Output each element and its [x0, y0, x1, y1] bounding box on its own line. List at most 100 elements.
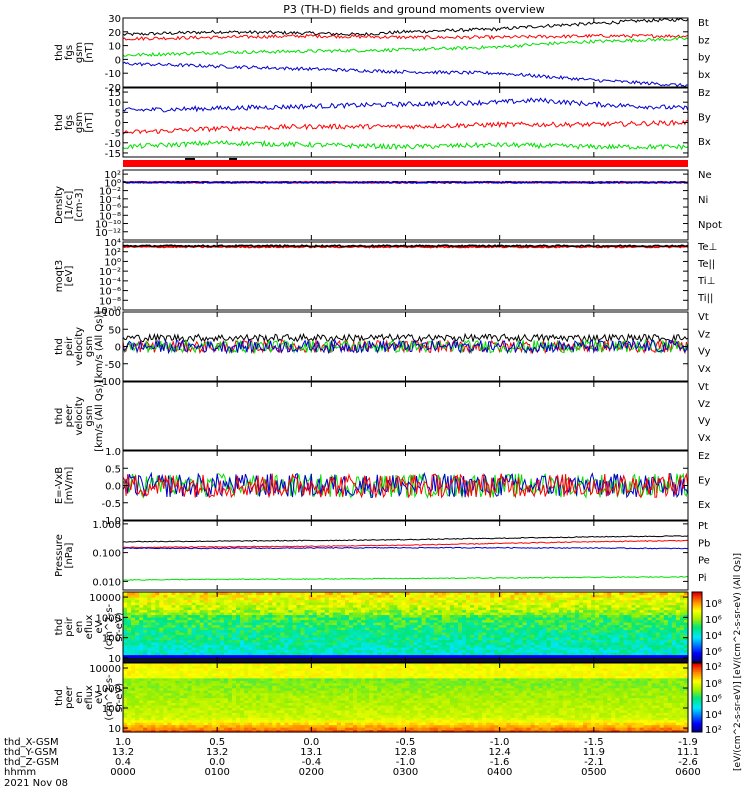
spectrogram-cell	[510, 654, 516, 658]
spectrogram-cell	[659, 644, 665, 648]
spectrogram-cell	[215, 614, 221, 618]
spectrogram-cell	[236, 647, 241, 651]
spectrogram-cell	[369, 632, 374, 636]
spectrogram-cell	[659, 612, 665, 616]
spectrogram-cell	[558, 634, 564, 638]
spectrogram-cell	[462, 654, 467, 658]
spectrogram-cell	[546, 592, 552, 596]
spectrogram-cell	[123, 704, 128, 708]
series-line-blue	[122, 338, 689, 355]
spectrogram-cell	[187, 722, 193, 726]
spectrogram-cell	[203, 602, 209, 606]
spectrogram-cell	[583, 599, 588, 603]
spectrogram-cell	[627, 622, 633, 626]
spectrogram-cell	[534, 602, 540, 606]
spectrogram-cell	[304, 647, 310, 651]
spectrogram-cell	[215, 665, 221, 669]
spectrogram-cell	[679, 602, 685, 606]
spectrogram-cell	[207, 632, 213, 636]
spectrogram-cell	[534, 612, 540, 616]
spectrogram-cell	[123, 652, 128, 656]
spectrogram-cell	[514, 629, 520, 633]
spectrogram-cell	[191, 644, 197, 648]
y-tick-label: -20	[105, 83, 121, 94]
spectrogram-cell	[538, 614, 544, 618]
spectrogram-cell	[211, 722, 217, 726]
spectrogram-cell	[223, 627, 229, 631]
spectrogram-cell	[159, 622, 164, 626]
spectrogram-cell	[603, 659, 608, 663]
spectrogram-cell	[183, 709, 189, 713]
spectrogram-cell	[280, 632, 286, 636]
spectrogram-cell	[470, 652, 475, 656]
spectrogram-cell	[615, 599, 620, 603]
spectrogram-cell	[417, 614, 423, 618]
spectrogram-cell	[147, 685, 152, 689]
spectrogram-cell	[236, 642, 241, 646]
spectrogram-cell	[357, 599, 362, 603]
spectrogram-cell	[179, 602, 185, 606]
spectrogram-cell	[457, 599, 463, 603]
spectrogram-cell	[647, 614, 653, 618]
spectrogram-cell	[332, 602, 338, 606]
spectrogram-cell	[462, 614, 467, 618]
spectrogram-cell	[558, 654, 564, 658]
spectrogram-cell	[276, 637, 281, 641]
spectrogram-cell	[344, 654, 350, 658]
spectrogram-cell	[179, 729, 185, 733]
spectrogram-cell	[518, 592, 524, 596]
spectrogram-cell	[300, 652, 306, 656]
spectrogram-cell	[223, 644, 229, 648]
spectrogram-cell	[377, 604, 382, 608]
y-axis-label: [cm-3]	[74, 188, 85, 221]
spectrogram-cell	[207, 727, 213, 731]
spectrogram-cell	[139, 614, 144, 618]
spectrogram-cell	[441, 652, 447, 656]
spectrogram-cell	[284, 609, 290, 613]
spectrogram-cell	[498, 652, 503, 656]
spectrogram-cell	[171, 597, 177, 601]
spectrogram-cell	[583, 659, 588, 663]
spectrogram-cell	[252, 602, 257, 606]
spectrogram-cell	[207, 704, 213, 708]
spectrogram-cell	[381, 644, 386, 648]
spectrogram-cell	[284, 637, 290, 641]
spectrogram-cell	[340, 629, 346, 633]
spectrogram-cell	[215, 702, 221, 706]
spectrogram-cell	[373, 644, 378, 648]
spectrogram-cell	[498, 659, 503, 663]
spectrogram-cell	[131, 592, 136, 596]
spectrogram-cell	[252, 614, 257, 618]
spectrogram-cell	[199, 675, 205, 679]
spectrogram-cell	[191, 614, 197, 618]
spectrogram-cell	[510, 622, 516, 626]
spectrogram-cell	[159, 647, 164, 651]
spectrogram-cell	[651, 629, 657, 633]
spectrogram-cell	[615, 612, 620, 616]
spectrogram-cell	[219, 612, 225, 616]
spectrogram-cell	[482, 659, 487, 663]
spectrogram-cell	[474, 619, 479, 623]
spectrogram-cell	[175, 667, 181, 671]
spectrogram-cell	[595, 634, 600, 638]
spectrogram-cell	[195, 727, 201, 731]
spectrogram-cell	[288, 592, 294, 596]
spectrogram-cell	[231, 639, 237, 643]
spectrogram-cell	[248, 659, 253, 663]
spectrogram-cell	[575, 649, 580, 653]
spectrogram-cell	[357, 627, 362, 631]
spectrogram-cell	[470, 629, 475, 633]
spectrogram-cell	[159, 639, 164, 643]
spectrogram-cell	[203, 675, 209, 679]
spectrogram-cell	[171, 724, 177, 728]
spectrogram-cell	[433, 617, 439, 621]
spectrogram-cell	[248, 619, 253, 623]
spectrogram-cell	[449, 647, 455, 651]
spectrogram-cell	[365, 644, 370, 648]
spectrogram-cell	[179, 622, 185, 626]
spectrogram-cell	[562, 634, 568, 638]
spectrogram-cell	[344, 604, 350, 608]
spectrogram-cell	[401, 659, 407, 663]
spectrogram-cell	[215, 649, 221, 653]
spectrogram-cell	[219, 637, 225, 641]
